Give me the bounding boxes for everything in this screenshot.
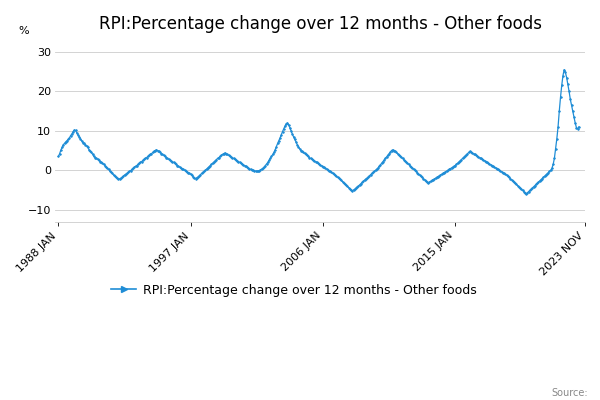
RPI:Percentage change over 12 months - Other foods — [55, 154, 62, 159]
RPI:Percentage change over 12 months - Other foods — [523, 192, 530, 196]
Legend: RPI:Percentage change over 12 months - Other foods: RPI:Percentage change over 12 months - O… — [106, 278, 481, 302]
Text: Source:: Source: — [551, 388, 588, 398]
Title: RPI:Percentage change over 12 months - Other foods: RPI:Percentage change over 12 months - O… — [99, 15, 542, 33]
RPI:Percentage change over 12 months - Other foods — [514, 183, 521, 188]
Line: RPI:Percentage change over 12 months - Other foods: RPI:Percentage change over 12 months - O… — [58, 69, 580, 195]
RPI:Percentage change over 12 months - Other foods — [575, 124, 583, 129]
RPI:Percentage change over 12 months - Other foods — [560, 67, 568, 72]
RPI:Percentage change over 12 months - Other foods — [275, 138, 283, 143]
RPI:Percentage change over 12 months - Other foods — [264, 160, 271, 165]
Text: %: % — [19, 26, 29, 36]
RPI:Percentage change over 12 months - Other foods — [104, 166, 111, 171]
RPI:Percentage change over 12 months - Other foods — [158, 151, 165, 156]
RPI:Percentage change over 12 months - Other foods — [520, 189, 527, 194]
